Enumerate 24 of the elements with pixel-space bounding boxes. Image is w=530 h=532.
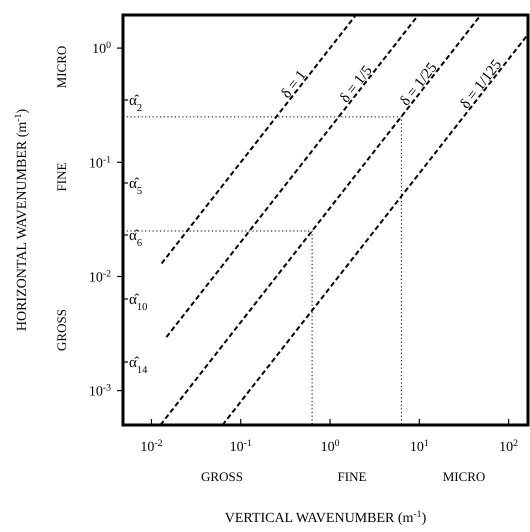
x-tick-label: 10$^{0}$ xyxy=(320,438,340,455)
text: δ = 1 xyxy=(278,68,310,102)
annotation: α̂$_{14}$ xyxy=(129,355,148,376)
text: MICRO xyxy=(442,469,486,484)
text: GROSS xyxy=(54,309,69,351)
annotation: α̂$_{6}$ xyxy=(129,228,142,248)
x-tick-label: 10$^{-2}$ xyxy=(140,438,163,455)
annotation: α̂$_{5}$ xyxy=(129,176,142,196)
y-tick-label: 10$^{-1}$ xyxy=(88,154,112,172)
x-axis-title: VERTICAL WAVENUMBER (m$^{-1}$) xyxy=(224,508,427,526)
annotation: α̂$_{10}$ xyxy=(129,292,148,312)
y-tick-label: 10$^{-3}$ xyxy=(88,382,112,400)
text: δ = 1/5 xyxy=(337,62,376,106)
text: FINE xyxy=(338,469,366,484)
y-tick-label: 10$^{-2}$ xyxy=(88,268,112,286)
x-tick-label: 10$^{1}$ xyxy=(410,438,429,455)
text: MICRO xyxy=(54,46,69,88)
text: GROSS xyxy=(201,469,243,484)
x-tick-label: 10$^{2}$ xyxy=(499,438,518,455)
x-tick-label: 10$^{-1}$ xyxy=(230,438,252,455)
annotation: α̂$_{2}$ xyxy=(129,93,142,114)
text: δ = 1/25 xyxy=(397,60,441,109)
y-tick-label: 10$^{0}$ xyxy=(92,40,112,58)
text: FINE xyxy=(54,162,69,192)
